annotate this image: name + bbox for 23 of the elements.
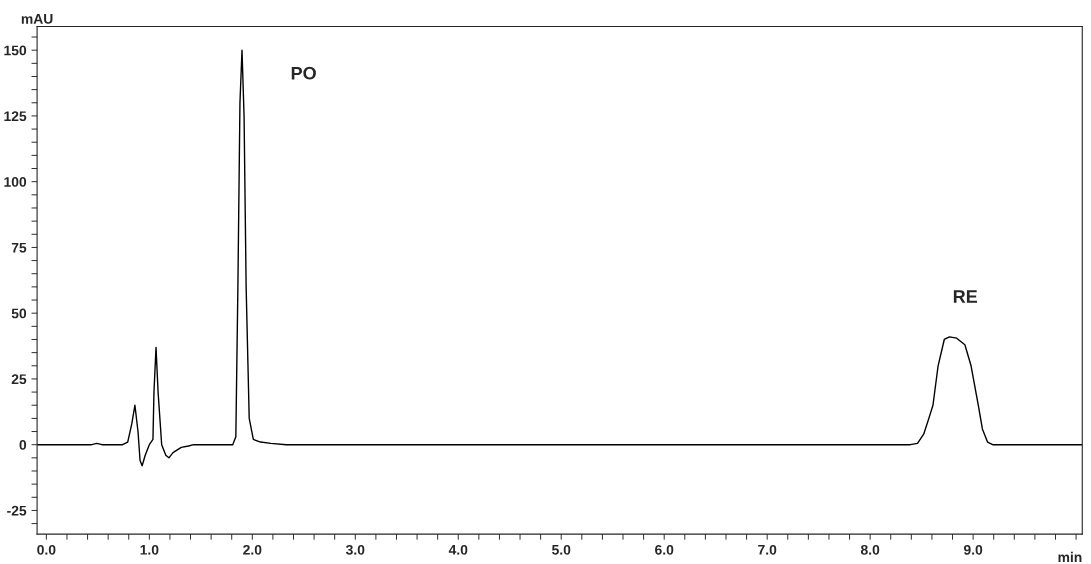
y-tick-label: 0 xyxy=(19,440,27,450)
x-tick-label: 3.0 xyxy=(345,544,365,555)
y-tick-label: 50 xyxy=(11,308,27,319)
x-tick-label: 6.0 xyxy=(655,544,674,555)
y-tick-label: -25 xyxy=(7,505,27,516)
x-tick-label: 5.0 xyxy=(552,544,571,555)
y-axis-title: mAU xyxy=(21,14,53,24)
y-tick-label: 75 xyxy=(11,242,27,253)
y-tick-label: 100 xyxy=(4,177,27,187)
y-tick-label: 150 xyxy=(4,45,27,56)
x-tick-label: 2.0 xyxy=(243,544,262,555)
x-tick-label: 7.0 xyxy=(758,544,777,555)
x-tick-label: 1.0 xyxy=(140,544,159,555)
x-tick-label: 9.0 xyxy=(963,544,983,555)
x-axis-title: min xyxy=(1058,551,1082,562)
x-tick-label: 0.0 xyxy=(37,544,56,555)
line-series xyxy=(37,49,1083,467)
annotation: RE xyxy=(953,290,978,303)
x-tick-label: 8.0 xyxy=(860,544,880,555)
y-tick-label: 125 xyxy=(4,111,27,122)
annotation: PO xyxy=(291,66,316,80)
y-tick-label: 25 xyxy=(11,374,27,385)
x-tick-label: 4.0 xyxy=(448,544,468,555)
